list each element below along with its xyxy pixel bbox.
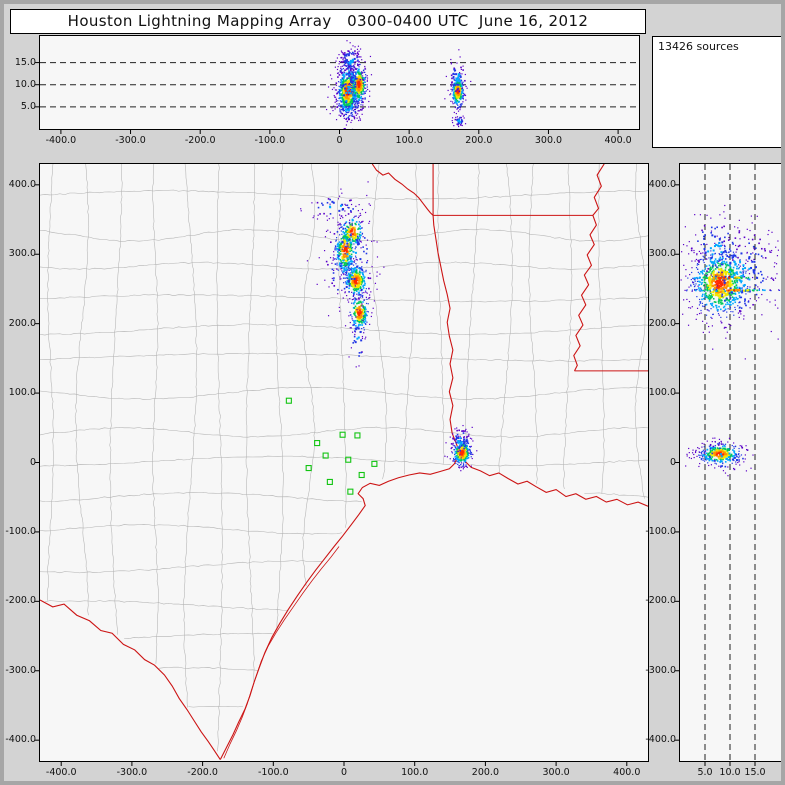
x-tick-label: 300.0 [534,135,563,146]
sources-count-box: 13426 sources [652,36,781,148]
y-tick-label: 0 [29,456,36,468]
y-tick-label: -100.0 [5,525,36,537]
x-tick-label: -300.0 [116,767,148,778]
x-tick-label: 100.0 [401,767,429,778]
x-tick-label: 300.0 [542,767,570,778]
x-tick-label: -400.0 [45,135,77,146]
title-bar: Houston Lightning Mapping Array 0300-040… [10,9,646,34]
x-tick-label: -300.0 [115,135,146,146]
x-tick-label: 200.0 [465,135,493,146]
x-tick-label: 0 [336,135,343,146]
x-tick-label: 400.0 [604,135,632,146]
y-tick-label: 5.0 [20,100,36,112]
y-tick-label: 400.0 [8,178,36,190]
x-tick-label: 5.0 [697,767,713,778]
y-tick-label: 15.0 [14,56,36,68]
x-tick-label: -200.0 [187,767,218,778]
altitude-vs-northsouth-panel [679,163,781,762]
y-tick-label: 200.0 [8,317,36,329]
x-tick-label: -100.0 [254,135,286,146]
altitude-vs-eastwest-panel [39,35,640,130]
x-tick-label: -200.0 [184,135,216,146]
y-tick-label: -400.0 [5,734,36,746]
x-tick-label: 200.0 [471,767,499,778]
y-tick-label: -300.0 [5,664,36,676]
x-tick-label: 15.0 [744,767,766,778]
plan-view-map-panel [39,163,649,762]
altitude-vs-eastwest-canvas [40,36,639,129]
x-tick-label: 100.0 [395,135,423,146]
plan-view-map-canvas [40,164,648,761]
y-tick-label: 300.0 [8,248,36,260]
x-tick-label: -100.0 [257,767,289,778]
x-tick-label: 10.0 [719,767,741,778]
x-tick-label: -400.0 [45,767,77,778]
y-tick-label: 10.0 [14,78,36,90]
y-tick-label: -200.0 [5,595,36,607]
x-tick-label: 400.0 [613,767,641,778]
sources-count-label: 13426 sources [658,40,739,53]
x-tick-label: 0 [340,767,348,778]
altitude-vs-northsouth-canvas [680,164,781,761]
y-tick-label: 100.0 [8,387,36,399]
